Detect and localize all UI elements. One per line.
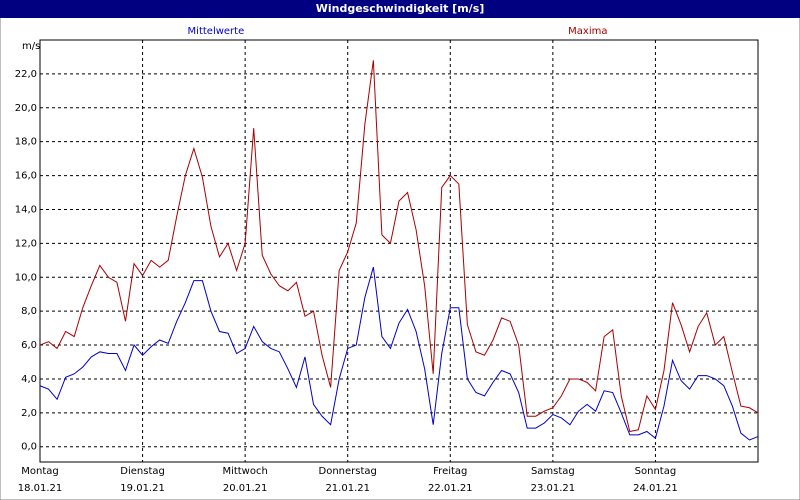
plot-area xyxy=(39,39,759,463)
y-tick-label: 2,0 xyxy=(21,408,37,419)
y-tick-label: 8,0 xyxy=(21,306,37,317)
x-tick-label: Donnerstag xyxy=(319,466,377,477)
y-tick-label: 20,0 xyxy=(15,103,37,114)
x-tick-date: 19.01.21 xyxy=(120,483,165,494)
y-axis-label: m/s xyxy=(22,41,40,52)
y-tick-label: 14,0 xyxy=(15,204,37,215)
x-tick-date: 23.01.21 xyxy=(531,483,576,494)
title-bar xyxy=(0,0,800,18)
y-tick-label: 6,0 xyxy=(21,340,37,351)
x-tick-label: Sonntag xyxy=(635,466,677,477)
y-tick-label: 22,0 xyxy=(15,69,37,80)
x-tick-label: Montag xyxy=(21,466,58,477)
legend-entry: Maxima xyxy=(568,26,607,37)
data-line xyxy=(39,60,759,433)
x-tick-date: 18.01.21 xyxy=(18,483,63,494)
legend-entry: Mittelwerte xyxy=(188,26,245,37)
x-tick-date: 21.01.21 xyxy=(325,483,370,494)
x-tick-label: Dienstag xyxy=(120,466,165,477)
chart-title: Windgeschwindigkeit [m/s] xyxy=(316,2,485,15)
y-tick-label: 18,0 xyxy=(15,137,37,148)
y-tick-label: 10,0 xyxy=(15,272,37,283)
y-tick-label: 4,0 xyxy=(21,374,37,385)
y-tick-label: 12,0 xyxy=(15,238,37,249)
x-tick-date: 22.01.21 xyxy=(428,483,473,494)
x-tick-label: Mittwoch xyxy=(222,466,267,477)
y-tick-label: 16,0 xyxy=(15,171,37,182)
x-tick-date: 20.01.21 xyxy=(223,483,268,494)
y-tick-label: 0,0 xyxy=(21,442,37,453)
x-tick-date: 24.01.21 xyxy=(633,483,678,494)
x-tick-label: Samstag xyxy=(531,466,575,477)
x-tick-label: Freitag xyxy=(433,466,467,477)
data-line xyxy=(39,266,759,441)
